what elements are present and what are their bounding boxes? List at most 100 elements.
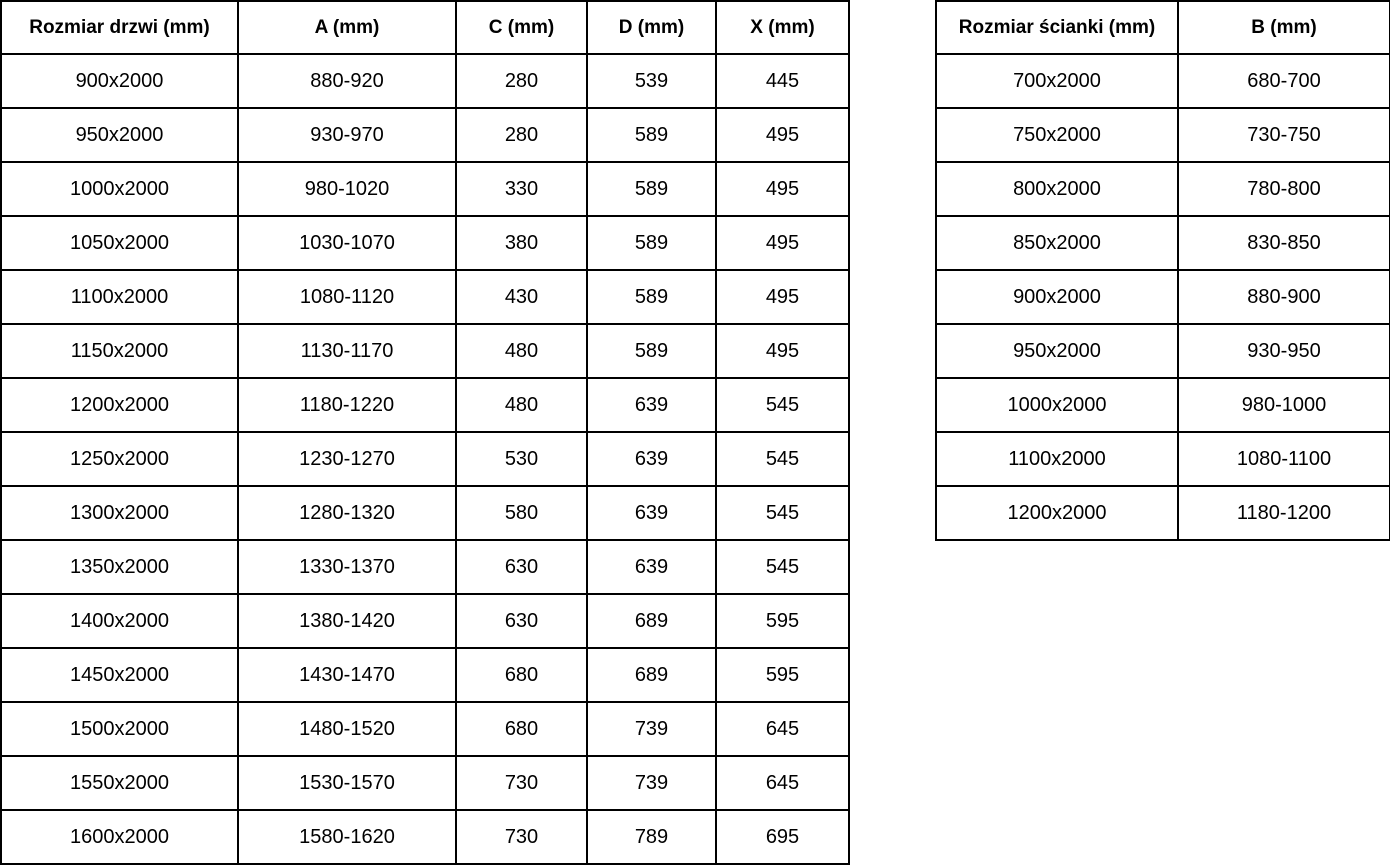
table-cell: 1100x2000 [0,269,239,325]
column-header: X (mm) [715,0,850,55]
table-cell: 1180-1220 [237,377,457,433]
table-cell: 750x2000 [935,107,1179,163]
table-cell: 1200x2000 [935,485,1179,541]
table-cell: 830-850 [1177,215,1390,271]
table-row: 1450x2000 1430-1470 680 689 595 [0,647,850,703]
table-cell: 880-900 [1177,269,1390,325]
table-cell: 639 [586,485,717,541]
table-row: 950x2000 930-970 280 589 495 [0,107,850,163]
table-cell: 1280-1320 [237,485,457,541]
table-cell: 495 [715,215,850,271]
table-cell: 1100x2000 [935,431,1179,487]
column-header: Rozmiar ścianki (mm) [935,0,1179,55]
table-cell: 950x2000 [935,323,1179,379]
table-cell: 1200x2000 [0,377,239,433]
table-cell: 930-970 [237,107,457,163]
table-cell: 330 [455,161,588,217]
column-header: Rozmiar drzwi (mm) [0,0,239,55]
table-cell: 1430-1470 [237,647,457,703]
table-cell: 280 [455,53,588,109]
table-cell: 700x2000 [935,53,1179,109]
table-cell: 1600x2000 [0,809,239,865]
door-size-table: Rozmiar drzwi (mm) A (mm) C (mm) D (mm) X (m… [0,0,850,865]
table-cell: 589 [586,107,717,163]
table-cell: 595 [715,647,850,703]
table-cell: 1580-1620 [237,809,457,865]
table-cell: 495 [715,323,850,379]
table-cell: 480 [455,323,588,379]
table-cell: 1380-1420 [237,593,457,649]
table-cell: 445 [715,53,850,109]
table-cell: 680 [455,701,588,757]
table-cell: 645 [715,701,850,757]
table-cell: 739 [586,755,717,811]
table-cell: 1000x2000 [0,161,239,217]
column-header: D (mm) [586,0,717,55]
table-row: 750x2000 730-750 [935,107,1390,163]
table-row: 950x2000 930-950 [935,323,1390,379]
table-row: 1150x2000 1130-1170 480 589 495 [0,323,850,379]
table-cell: 950x2000 [0,107,239,163]
table-cell: 780-800 [1177,161,1390,217]
table-cell: 800x2000 [935,161,1179,217]
table-cell: 739 [586,701,717,757]
table-cell: 680-700 [1177,53,1390,109]
table-cell: 589 [586,269,717,325]
table-cell: 480 [455,377,588,433]
table-row: 1600x2000 1580-1620 730 789 695 [0,809,850,865]
table-cell: 1400x2000 [0,593,239,649]
table-cell: 495 [715,107,850,163]
table-cell: 689 [586,647,717,703]
column-header: C (mm) [455,0,588,55]
table-cell: 639 [586,539,717,595]
table-cell: 1450x2000 [0,647,239,703]
table-cell: 1550x2000 [0,755,239,811]
table-row: 1300x2000 1280-1320 580 639 545 [0,485,850,541]
table-cell: 1030-1070 [237,215,457,271]
table-cell: 1250x2000 [0,431,239,487]
table-cell: 280 [455,107,588,163]
table-row: 1050x2000 1030-1070 380 589 495 [0,215,850,271]
table-row: 900x2000 880-900 [935,269,1390,325]
table-cell: 630 [455,539,588,595]
table-cell: 1300x2000 [0,485,239,541]
table-cell: 1480-1520 [237,701,457,757]
table-cell: 545 [715,485,850,541]
table-row: 900x2000 880-920 280 539 445 [0,53,850,109]
table-cell: 530 [455,431,588,487]
table-cell: 545 [715,377,850,433]
table-row: 1200x2000 1180-1220 480 639 545 [0,377,850,433]
table-cell: 589 [586,323,717,379]
table-cell: 595 [715,593,850,649]
table-cell: 495 [715,269,850,325]
table-cell: 680 [455,647,588,703]
table-cell: 1130-1170 [237,323,457,379]
table-header-row: Rozmiar drzwi (mm) A (mm) C (mm) D (mm) X (m… [0,0,850,55]
table-cell: 850x2000 [935,215,1179,271]
table-cell: 1350x2000 [0,539,239,595]
table-cell: 1500x2000 [0,701,239,757]
table-row: 1100x2000 1080-1100 [935,431,1390,487]
table-cell: 545 [715,539,850,595]
table-cell: 1330-1370 [237,539,457,595]
table-cell: 930-950 [1177,323,1390,379]
table-cell: 430 [455,269,588,325]
table-cell: 1080-1120 [237,269,457,325]
table-cell: 689 [586,593,717,649]
table-row: 850x2000 830-850 [935,215,1390,271]
table-cell: 630 [455,593,588,649]
table-cell: 639 [586,431,717,487]
table-cell: 1000x2000 [935,377,1179,433]
table-cell: 695 [715,809,850,865]
table-cell: 589 [586,161,717,217]
column-header: A (mm) [237,0,457,55]
table-cell: 880-920 [237,53,457,109]
table-row: 1250x2000 1230-1270 530 639 545 [0,431,850,487]
table-cell: 730 [455,755,588,811]
table-cell: 645 [715,755,850,811]
table-row: 1000x2000 980-1000 [935,377,1390,433]
table-cell: 380 [455,215,588,271]
table-cell: 545 [715,431,850,487]
table-cell: 589 [586,215,717,271]
table-cell: 639 [586,377,717,433]
